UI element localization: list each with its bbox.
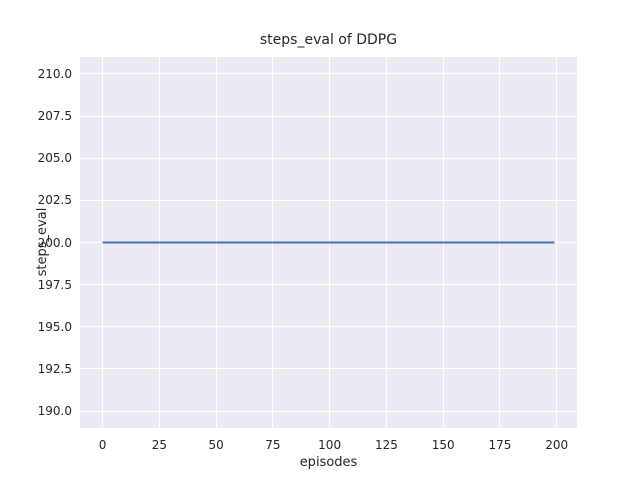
x-tick-label: 100 xyxy=(318,438,342,452)
gridline-horizontal xyxy=(80,115,577,117)
y-tick-label: 207.5 xyxy=(37,109,72,124)
x-tick-label: 50 xyxy=(208,438,224,452)
x-tick-label: 0 xyxy=(98,438,107,452)
y-tick-label: 202.5 xyxy=(37,193,72,208)
x-tick-label: 175 xyxy=(488,438,512,452)
y-tick-label: 205.0 xyxy=(37,151,72,166)
y-tick-label: 192.5 xyxy=(37,361,72,376)
gridline-horizontal xyxy=(80,199,577,201)
gridline-horizontal xyxy=(80,410,577,412)
gridline-horizontal xyxy=(80,326,577,328)
plot-area xyxy=(80,57,577,428)
y-tick-label: 210.0 xyxy=(37,66,72,81)
y-tick-label: 190.0 xyxy=(37,404,72,419)
x-axis-label: episodes xyxy=(299,455,358,470)
x-tick-label: 25 xyxy=(151,438,167,452)
x-tick-label: 75 xyxy=(265,438,281,452)
x-tick-label: 200 xyxy=(545,438,569,452)
chart-title: steps_eval of DDPG xyxy=(259,32,398,48)
y-tick-label: 197.5 xyxy=(37,277,72,292)
y-tick-label: 200.0 xyxy=(37,235,72,250)
gridline-horizontal xyxy=(80,284,577,286)
x-tick-label: 125 xyxy=(374,438,398,452)
series-layer xyxy=(102,241,555,244)
x-tick-label: 150 xyxy=(431,438,455,452)
y-tick-label: 195.0 xyxy=(37,319,72,334)
gridline-horizontal xyxy=(80,157,577,159)
gridline-horizontal xyxy=(80,368,577,370)
gridline-horizontal xyxy=(80,73,577,75)
